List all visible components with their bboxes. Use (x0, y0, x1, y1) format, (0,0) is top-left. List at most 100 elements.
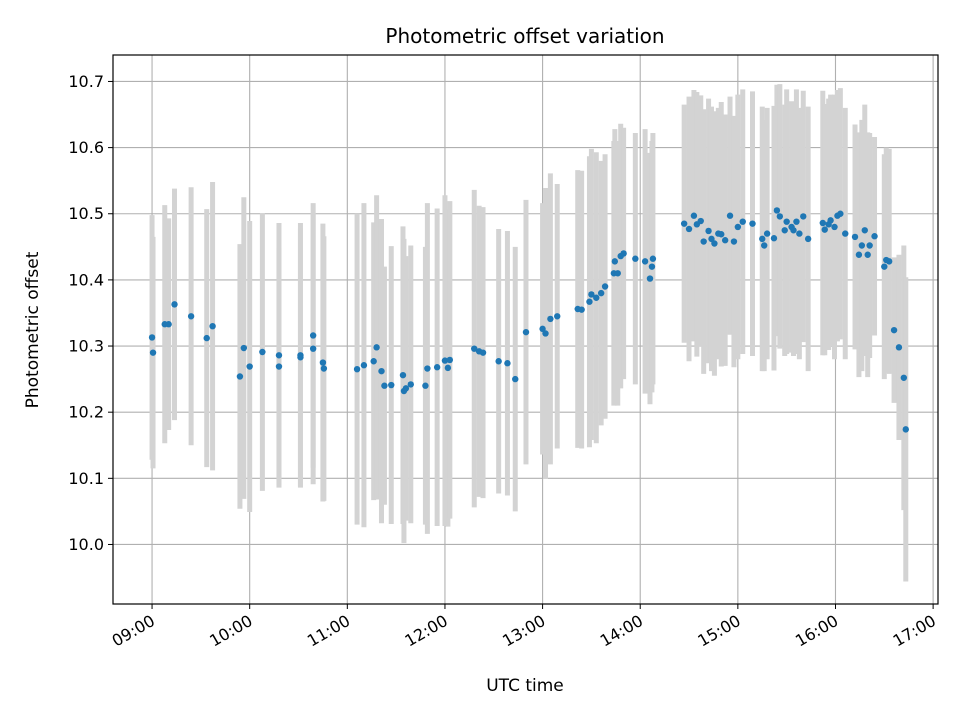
data-point (297, 354, 304, 361)
data-point (776, 213, 784, 220)
data-point (641, 258, 649, 265)
data-point (697, 217, 704, 225)
data-point (444, 364, 452, 372)
data-point (819, 219, 826, 227)
data-point (648, 263, 656, 270)
data-point (827, 217, 834, 224)
data-point (209, 322, 216, 330)
data-point (831, 223, 838, 231)
data-point (171, 301, 178, 308)
y-tick-label: 10.6 (68, 138, 104, 157)
data-point (900, 374, 908, 381)
data-point (495, 358, 502, 365)
data-point (842, 230, 849, 237)
data-point (388, 381, 395, 389)
data-point (399, 371, 407, 379)
data-point (781, 227, 788, 234)
data-point (759, 235, 766, 243)
data-point (858, 242, 866, 249)
x-axis-label: UTC time (486, 676, 564, 696)
data-point (773, 207, 781, 214)
data-point (783, 218, 790, 225)
data-point (800, 213, 807, 220)
data-point (866, 242, 873, 249)
data-point (422, 382, 429, 389)
data-point (770, 235, 778, 242)
data-point (471, 345, 478, 352)
data-point (586, 298, 593, 305)
y-tick-label: 10.5 (68, 204, 104, 223)
data-point (402, 385, 410, 392)
y-axis-label: Photometric offset (23, 251, 43, 408)
data-point (259, 348, 266, 356)
data-point (407, 381, 414, 388)
data-point (861, 227, 868, 234)
data-point (726, 212, 734, 219)
data-point (895, 344, 903, 351)
data-point (734, 223, 742, 231)
data-point (236, 373, 244, 380)
data-point (593, 294, 600, 301)
data-point (890, 326, 898, 334)
data-point (718, 231, 725, 238)
data-point (187, 313, 195, 320)
data-point (763, 230, 771, 237)
data-point (902, 426, 909, 433)
data-point (821, 226, 828, 233)
data-point (353, 365, 361, 373)
data-point (851, 233, 859, 241)
plot-area-frame (112, 54, 939, 605)
data-point (504, 360, 511, 367)
data-point (730, 238, 738, 245)
data-point (721, 237, 729, 244)
data-point (885, 258, 893, 265)
data-point (148, 334, 156, 341)
data-point (620, 250, 627, 257)
data-point (547, 315, 554, 323)
data-point (871, 233, 878, 240)
data-point (705, 227, 712, 235)
data-point (649, 255, 657, 262)
data-point (165, 321, 172, 328)
data-point (837, 210, 844, 217)
data-point (632, 255, 639, 262)
data-point (739, 218, 746, 225)
data-point (370, 358, 377, 365)
data-point (796, 230, 803, 237)
data-point (855, 251, 863, 258)
y-axis-ticks: 10.0 10.1 10.2 10.3 10.4 10.5 10.6 10.7 (68, 72, 113, 554)
data-point (542, 330, 549, 337)
data-point (522, 328, 530, 336)
data-point (539, 325, 546, 333)
data-point (597, 289, 605, 297)
data-point (203, 334, 210, 342)
data-point (479, 349, 487, 356)
data-point (790, 227, 797, 234)
y-tick-label: 10.4 (68, 270, 104, 289)
data-point (864, 251, 871, 258)
data-point (275, 363, 283, 370)
y-tick-label: 10.7 (68, 72, 104, 91)
data-point (611, 258, 619, 265)
y-tick-label: 10.1 (68, 469, 104, 488)
data-point (614, 270, 621, 277)
data-point (433, 364, 441, 371)
data-point (578, 306, 585, 313)
data-point (685, 225, 693, 233)
data-point (690, 212, 698, 219)
data-points (148, 207, 909, 433)
data-point (360, 362, 368, 369)
data-point (881, 263, 888, 270)
y-tick-label: 10.0 (68, 535, 104, 554)
data-point (319, 359, 327, 366)
data-point (378, 367, 385, 375)
data-point (373, 344, 380, 351)
data-point (601, 283, 609, 290)
data-point (240, 344, 248, 352)
data-point (680, 220, 688, 227)
data-point (700, 238, 707, 245)
data-point (646, 275, 654, 282)
data-point (711, 240, 718, 247)
chart-title: Photometric offset variation (385, 24, 664, 48)
